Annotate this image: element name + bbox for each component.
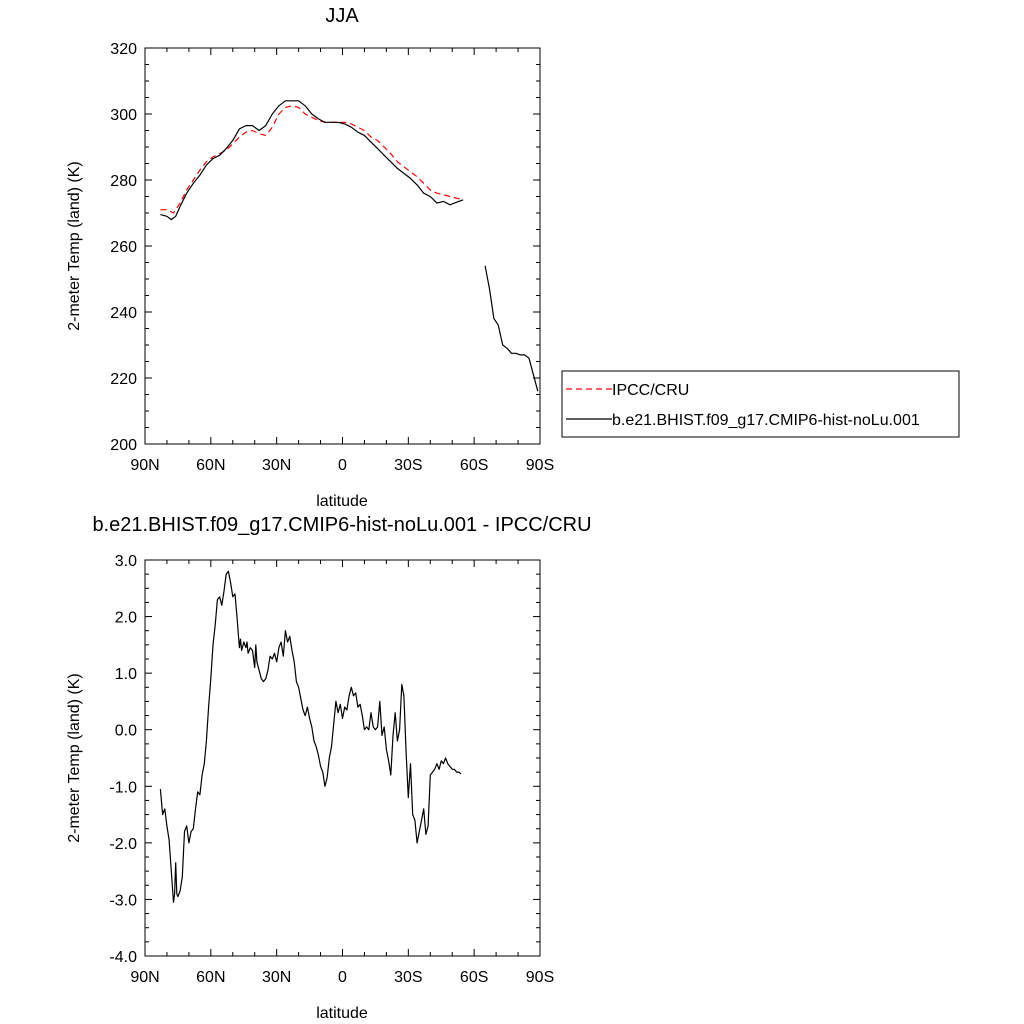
chart-title: b.e21.BHIST.f09_g17.CMIP6-hist-noLu.001 …	[92, 514, 591, 536]
y-tick-label: -1.0	[109, 779, 137, 796]
x-tick-label: 30N	[262, 969, 291, 986]
y-tick-label: 240	[110, 305, 137, 322]
x-axis-label: latitude	[316, 493, 368, 510]
x-axis-label: latitude	[316, 1005, 368, 1022]
y-tick-label: -2.0	[109, 836, 137, 853]
temperature-panel: JJA 90N 60N 30N 0 30S 60S 90S 200 220 240 260 280 30…	[66, 5, 960, 510]
x-tick-label: 30S	[394, 457, 422, 474]
axis-ticks: 90N 60N 30N 0 30S 60S 90S 200 220 240 260 280 300 320	[110, 41, 554, 474]
series-layer	[160, 100, 539, 392]
y-tick-label: 260	[110, 239, 137, 256]
x-tick-label: 90N	[130, 457, 159, 474]
y-tick-label: 320	[110, 41, 137, 58]
x-tick-label: 60N	[196, 457, 225, 474]
y-tick-label: -3.0	[109, 892, 137, 909]
series-layer	[159, 570, 462, 903]
legend-box	[561, 370, 960, 438]
y-axis-label: 2-meter Temp (land) (K)	[66, 673, 83, 843]
y-tick-label: 200	[110, 437, 137, 454]
x-tick-label: 0	[338, 969, 347, 986]
y-tick-label: 3.0	[115, 553, 137, 570]
x-tick-label: 90S	[526, 457, 554, 474]
axis-ticks: 90N 60N 30N 0 30S 60S 90S 3.0 2.0 1.0 0.0 -1.0 -2.0 -…	[109, 553, 554, 986]
y-tick-label: 220	[110, 371, 137, 388]
y-tick-label: 0.0	[115, 723, 137, 740]
series-line-model	[159, 570, 462, 903]
x-tick-label: 90S	[526, 969, 554, 986]
x-tick-label: 60S	[460, 969, 488, 986]
x-tick-label: 60S	[460, 457, 488, 474]
legend: IPCC/CRU b.e21.BHIST.f09_g17.CMIP6-hist-…	[561, 370, 960, 438]
difference-panel: b.e21.BHIST.f09_g17.CMIP6-hist-noLu.001 …	[66, 514, 592, 1022]
x-tick-label: 30S	[394, 969, 422, 986]
y-tick-label: 280	[110, 173, 137, 190]
y-tick-label: -4.0	[109, 949, 137, 966]
legend-label-model: b.e21.BHIST.f09_g17.CMIP6-hist-noLu.001	[612, 412, 920, 429]
legend-label-ipcc: IPCC/CRU	[612, 382, 689, 399]
x-tick-label: 0	[338, 457, 347, 474]
chart-title: JJA	[325, 5, 359, 27]
series-line-ipcc-cru	[160, 105, 464, 214]
x-tick-label: 30N	[262, 457, 291, 474]
plot-frame	[144, 47, 541, 445]
x-tick-label: 60N	[196, 969, 225, 986]
y-axis-label: 2-meter Temp (land) (K)	[66, 161, 83, 331]
y-tick-label: 2.0	[115, 610, 137, 627]
series-line-model	[160, 100, 539, 392]
x-tick-label: 90N	[130, 969, 159, 986]
y-tick-label: 1.0	[115, 666, 137, 683]
y-tick-label: 300	[110, 107, 137, 124]
